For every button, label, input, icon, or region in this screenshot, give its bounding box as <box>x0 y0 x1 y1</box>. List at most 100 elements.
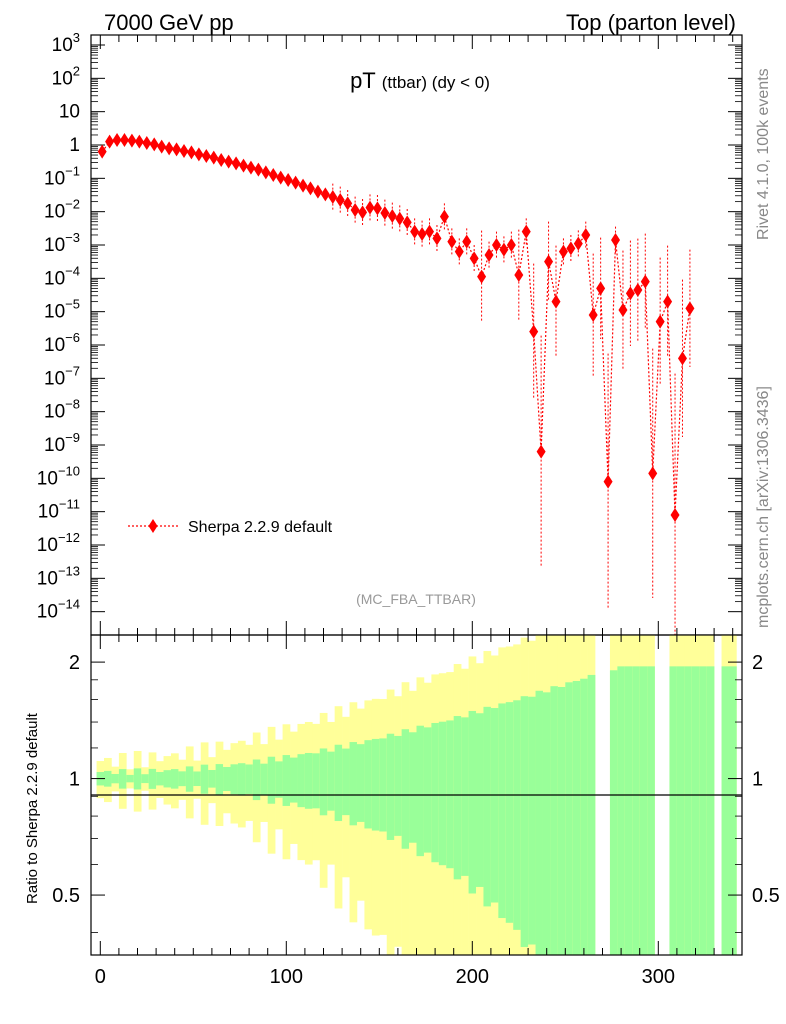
data-point <box>588 308 598 322</box>
main-y-tick-label: 10−5 <box>44 297 80 323</box>
data-point <box>253 162 263 177</box>
ratio-stat-band-bin <box>386 733 395 840</box>
ratio-y-tick-label-left: 2 <box>69 652 80 674</box>
main-y-tick-base: 10 <box>44 435 65 456</box>
data-point <box>395 211 405 226</box>
ratio-axis-ticks <box>91 635 742 955</box>
data-point <box>209 150 219 165</box>
ratio-stat-band-bin <box>617 666 626 955</box>
ratio-stat-band-bin <box>565 682 574 955</box>
main-y-tick-base: 10 <box>44 335 65 356</box>
ratio-stat-band-bin <box>423 727 432 853</box>
ratio-stat-band-bin <box>505 702 514 923</box>
data-point <box>536 444 546 459</box>
data-point <box>558 244 568 259</box>
main-y-tick-label: 10 <box>59 102 80 123</box>
ratio-stat-band-bin <box>453 716 462 880</box>
data-point <box>291 175 301 190</box>
ratio-stat-band-bin <box>349 742 358 826</box>
ratio-stat-band-bin <box>260 763 268 795</box>
ratio-stat-band-bin <box>706 666 715 955</box>
ratio-stat-band-bin <box>126 774 135 783</box>
data-point <box>201 149 211 163</box>
main-y-tick-label: 10−9 <box>44 430 80 456</box>
main-y-tick-base: 10 <box>44 235 65 256</box>
data-point <box>276 170 286 185</box>
ratio-y-tick-label-right: 2 <box>752 652 763 674</box>
data-point <box>172 142 182 157</box>
main-y-tick-exponent: −4 <box>65 263 80 278</box>
data-point <box>372 201 382 216</box>
data-point <box>410 224 420 239</box>
ratio-stat-band-bin <box>371 738 380 831</box>
data-point <box>261 165 271 180</box>
data-point <box>603 474 613 489</box>
ratio-stat-band-bin <box>223 766 231 792</box>
series-line <box>101 139 691 516</box>
x-tick-label: 100 <box>270 966 303 988</box>
data-point <box>119 133 129 147</box>
ratio-stat-band-bin <box>364 740 373 829</box>
chart-title-sub: (ttbar) (dy < 0) <box>382 73 490 92</box>
data-point <box>454 244 464 259</box>
ratio-stat-band-bin <box>170 769 179 789</box>
main-y-tick-label: 10−1 <box>44 163 80 189</box>
data-point <box>625 286 635 301</box>
main-y-tick-exponent: 3 <box>73 30 80 45</box>
main-y-tick-base: 10 <box>44 302 65 323</box>
ratio-stat-band-bin <box>193 771 202 787</box>
ratio-stat-band-bin <box>379 738 388 832</box>
ratio-stat-band-bin <box>394 735 402 836</box>
analysis-watermark: (MC_FBA_TTBAR) <box>356 591 476 607</box>
data-point <box>112 133 122 147</box>
data-point <box>179 144 189 158</box>
rivet-label: Rivet 4.1.0, 100k events <box>755 68 772 240</box>
data-point <box>305 181 315 196</box>
main-y-tick-exponent: −5 <box>65 297 80 312</box>
main-y-tick-base: 10 <box>37 602 58 623</box>
ratio-stat-band-bin <box>468 710 477 894</box>
main-y-tick-labels: 10310210110−110−210−310−410−510−610−710−… <box>37 30 80 623</box>
x-tick-label: 200 <box>456 966 489 988</box>
main-y-tick-exponent: −8 <box>65 397 80 412</box>
ratio-stat-band-bin <box>185 766 194 792</box>
main-y-tick-exponent: −13 <box>58 563 80 578</box>
main-y-tick-exponent: −9 <box>65 430 80 445</box>
main-y-tick-base: 10 <box>52 68 73 89</box>
energy-label: 7000 GeV pp <box>104 10 234 35</box>
ratio-stat-band-bin <box>237 763 246 796</box>
ratio-stat-band-bin <box>535 690 544 955</box>
main-y-tick-label: 10−13 <box>37 563 80 589</box>
ratio-stat-band-bin <box>587 674 596 955</box>
ratio-stat-band-bin <box>520 696 529 947</box>
data-point <box>365 200 375 215</box>
data-point <box>350 203 360 217</box>
main-y-tick-exponent: −10 <box>58 463 80 478</box>
data-point <box>358 205 368 220</box>
ratio-stat-band-bin <box>483 706 492 907</box>
ratio-plot-frame <box>90 634 743 956</box>
data-point <box>491 238 501 252</box>
ratio-stat-band-bin <box>334 744 343 822</box>
data-point <box>127 133 137 148</box>
data-point <box>439 209 449 224</box>
main-y-tick-base: 10 <box>44 402 65 423</box>
ratio-stat-band-bin <box>304 752 313 809</box>
data-point <box>239 158 249 173</box>
main-y-tick-base: 10 <box>38 502 59 523</box>
ratio-stat-band-bin <box>416 725 425 857</box>
data-point <box>655 314 665 329</box>
series-group <box>97 133 695 635</box>
ratio-stat-band-bin <box>409 732 417 843</box>
data-point <box>105 134 115 149</box>
data-point <box>477 269 487 284</box>
ratio-stat-band-bin <box>327 751 335 811</box>
ratio-stat-band-bin <box>118 769 127 789</box>
data-point <box>283 173 293 187</box>
main-y-tick-exponent: −12 <box>58 530 80 545</box>
ratio-stat-band-bin <box>639 666 648 955</box>
main-y-tick-base: 10 <box>37 535 58 556</box>
data-point <box>566 241 576 256</box>
ratio-stat-band-bin <box>148 768 157 789</box>
main-y-tick-base: 10 <box>52 35 73 56</box>
